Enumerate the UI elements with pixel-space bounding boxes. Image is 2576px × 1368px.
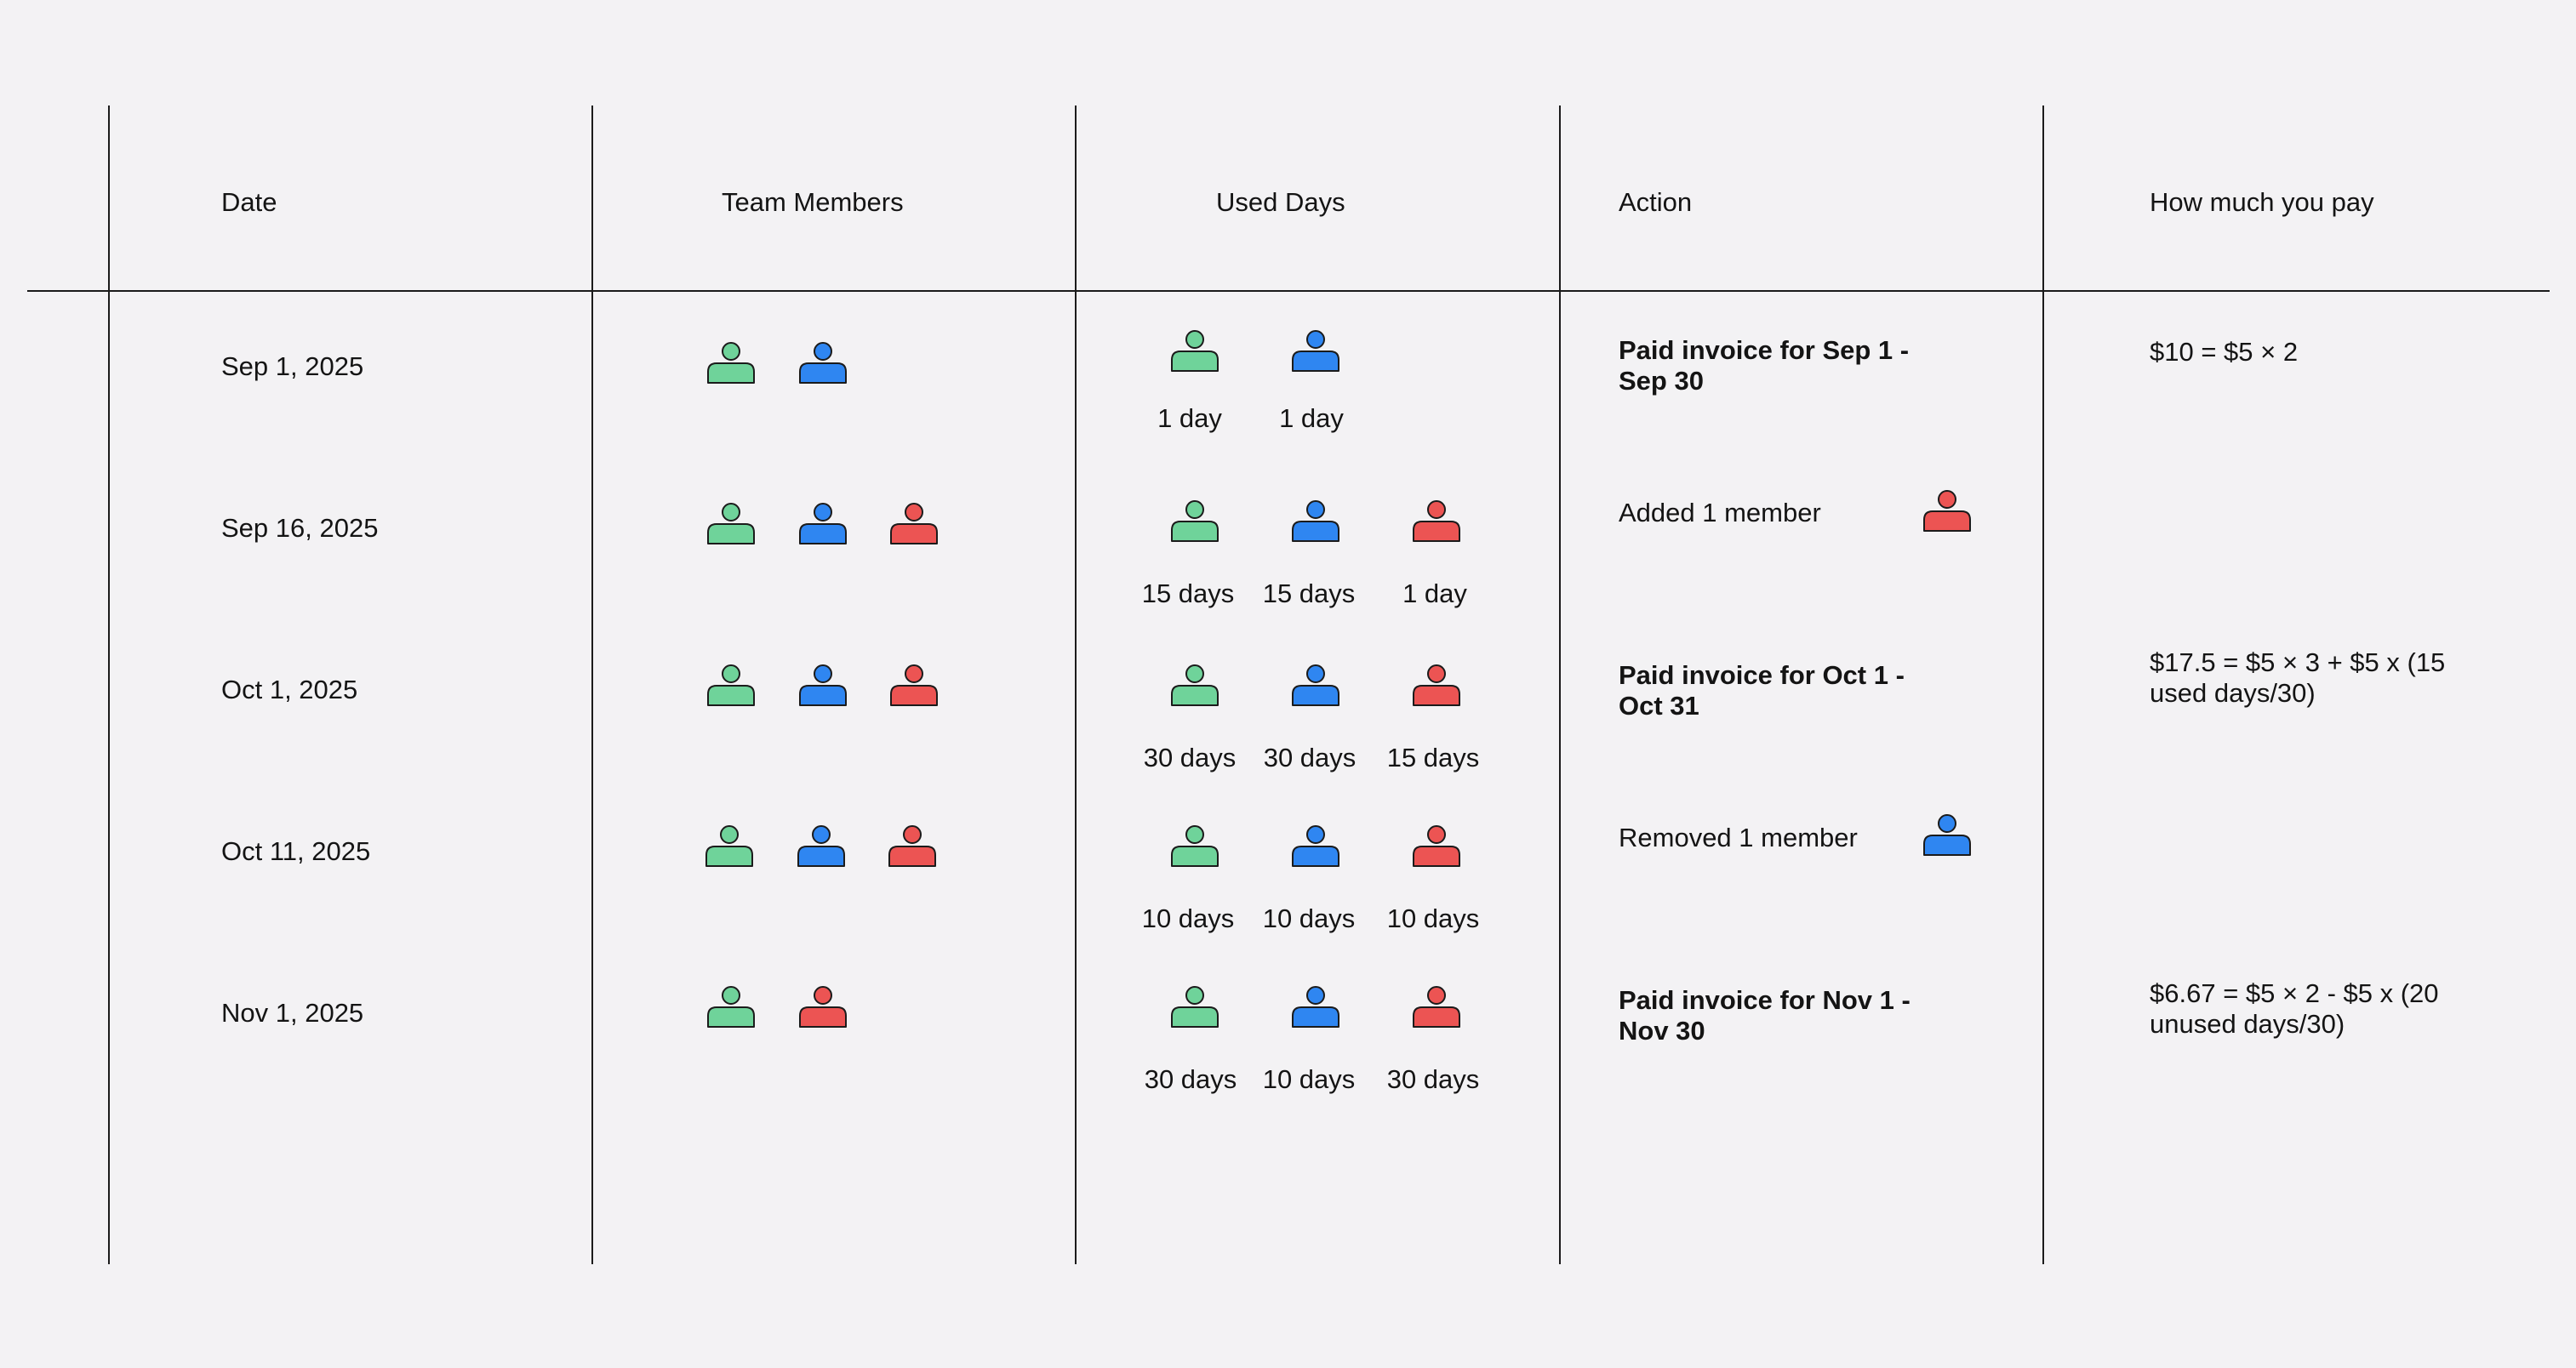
used-days-label: 1 day [1157, 403, 1222, 433]
column-divider [1075, 105, 1077, 1264]
row-date: Nov 1, 2025 [221, 998, 364, 1028]
header-action: Action [1619, 187, 1693, 217]
row-date: Sep 16, 2025 [221, 513, 379, 543]
used-member-icon [1170, 500, 1219, 543]
used-days-label: 30 days [1263, 743, 1357, 772]
used-member-icon [1412, 825, 1461, 868]
used-days-label: 30 days [1386, 1064, 1480, 1094]
used-member-icon [1291, 825, 1340, 868]
used-member-icon [1291, 664, 1340, 707]
used-member-icon [1412, 500, 1461, 543]
used-member-icon [1170, 986, 1219, 1029]
member-icon [798, 503, 848, 545]
member-icon [706, 664, 756, 707]
action-member-icon [1922, 490, 1972, 533]
used-member-icon [1291, 330, 1340, 373]
column-divider [108, 105, 110, 1264]
used-days-label: 15 days [1141, 579, 1235, 608]
member-icon [889, 664, 939, 707]
used-days-label: 15 days [1262, 579, 1356, 608]
used-days-label: 10 days [1262, 1064, 1356, 1094]
action-text: Paid invoice for Nov 1 - Nov 30 [1619, 985, 1911, 1046]
header-date: Date [221, 187, 277, 217]
row-date: Sep 1, 2025 [221, 351, 364, 381]
pay-text: $10 = $5 × 2 [2150, 337, 2299, 367]
row-date: Oct 11, 2025 [221, 836, 371, 866]
action-text: Paid invoice for Oct 1 - Oct 31 [1619, 660, 1905, 721]
member-icon [798, 342, 848, 385]
used-member-icon [1291, 986, 1340, 1029]
used-days-label: 15 days [1386, 743, 1480, 772]
header-pay: How much you pay [2150, 187, 2374, 217]
member-icon [705, 825, 754, 868]
header-team-members: Team Members [722, 187, 904, 217]
row-date: Oct 1, 2025 [221, 675, 358, 704]
pay-text: $6.67 = $5 × 2 - $5 x (20 unused days/30… [2150, 978, 2439, 1039]
used-days-label: 1 day [1279, 403, 1344, 433]
header-divider [27, 290, 2550, 292]
member-icon [798, 986, 848, 1029]
action-text: Removed 1 member [1619, 823, 1858, 852]
column-divider [2042, 105, 2044, 1264]
pay-text: $17.5 = $5 × 3 + $5 x (15 used days/30) [2150, 647, 2446, 708]
column-divider [1559, 105, 1561, 1264]
member-icon [798, 664, 848, 707]
used-member-icon [1412, 986, 1461, 1029]
used-member-icon [1170, 825, 1219, 868]
member-icon [797, 825, 846, 868]
column-divider [591, 105, 593, 1264]
used-days-label: 30 days [1143, 743, 1237, 772]
header-used-days: Used Days [1216, 187, 1345, 217]
used-days-label: 10 days [1386, 903, 1480, 933]
action-text: Added 1 member [1619, 498, 1821, 527]
member-icon [889, 503, 939, 545]
used-member-icon [1170, 330, 1219, 373]
member-icon [888, 825, 937, 868]
used-days-label: 30 days [1144, 1064, 1237, 1094]
used-days-label: 10 days [1141, 903, 1235, 933]
member-icon [706, 503, 756, 545]
used-member-icon [1170, 664, 1219, 707]
used-days-label: 1 day [1402, 579, 1467, 608]
action-text: Paid invoice for Sep 1 - Sep 30 [1619, 335, 1910, 396]
used-days-label: 10 days [1262, 903, 1356, 933]
action-member-icon [1922, 814, 1972, 857]
used-member-icon [1412, 664, 1461, 707]
used-member-icon [1291, 500, 1340, 543]
member-icon [706, 342, 756, 385]
member-icon [706, 986, 756, 1029]
